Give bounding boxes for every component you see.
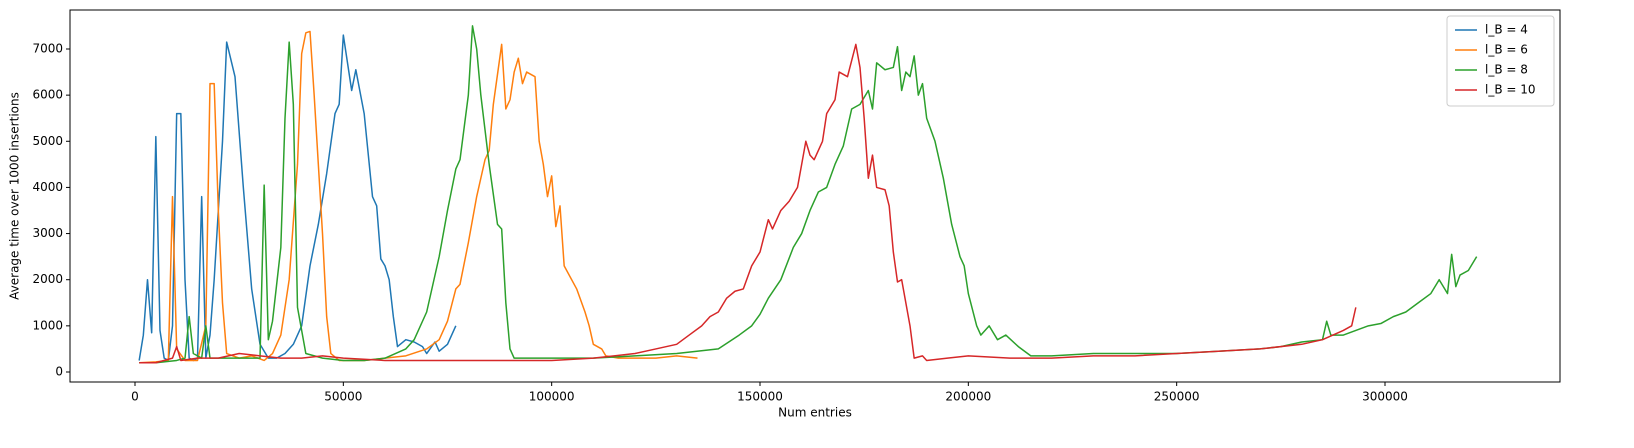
y-tick-label: 2000 <box>32 272 63 286</box>
x-tick-label: 200000 <box>945 390 991 404</box>
series-line <box>139 30 698 364</box>
y-tick-label: 0 <box>55 364 63 378</box>
legend-label: l_B = 4 <box>1485 23 1528 37</box>
y-tick-label: 5000 <box>32 134 63 148</box>
x-axis-label: Num entries <box>778 406 852 420</box>
y-tick-label: 1000 <box>32 318 63 332</box>
y-tick-label: 3000 <box>32 226 63 240</box>
x-tick-label: 300000 <box>1362 390 1408 404</box>
x-tick-label: 50000 <box>324 390 362 404</box>
legend-label: l_B = 10 <box>1485 83 1536 97</box>
series-line <box>139 25 1478 364</box>
plot-frame <box>69 9 1561 383</box>
x-tick-label: 100000 <box>529 390 575 404</box>
y-tick-label: 7000 <box>32 41 63 55</box>
x-tick-label: 0 <box>131 390 139 404</box>
legend-label: l_B = 6 <box>1485 43 1528 57</box>
y-tick-label: 6000 <box>32 88 63 102</box>
legend-box <box>1446 15 1555 107</box>
legend-label: l_B = 8 <box>1485 63 1528 77</box>
series-line <box>138 34 457 362</box>
y-tick-label: 4000 <box>32 180 63 194</box>
x-tick-label: 250000 <box>1154 390 1200 404</box>
x-tick-label: 150000 <box>737 390 783 404</box>
y-axis-label: Average time over 1000 insertions <box>8 92 22 300</box>
series-line <box>139 43 1357 364</box>
